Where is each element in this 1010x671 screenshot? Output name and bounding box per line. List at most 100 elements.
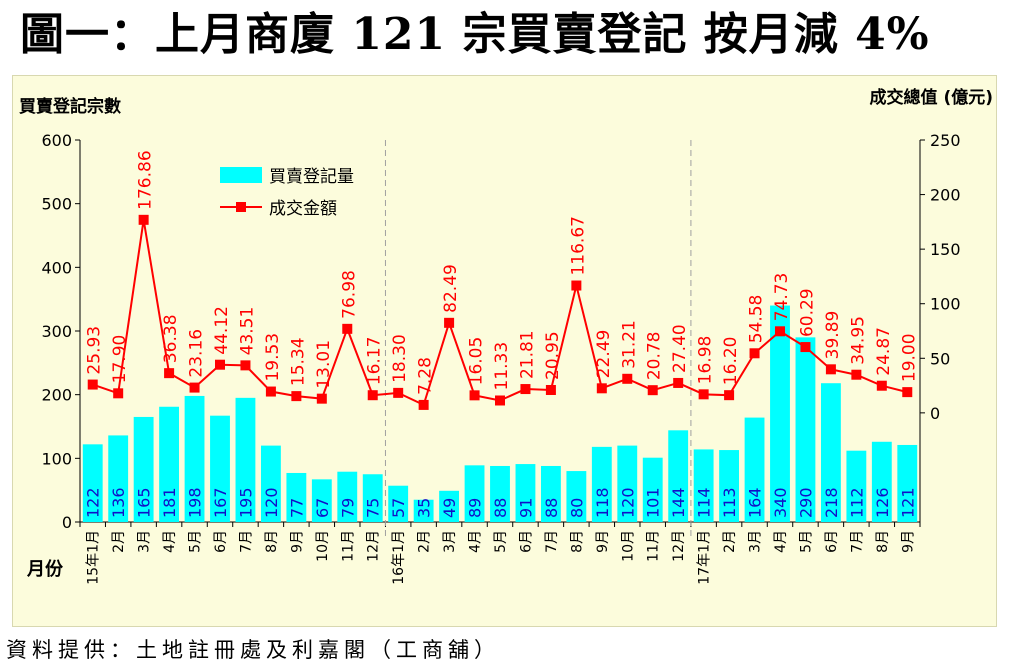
x-tick-label: 8月 [264,530,280,553]
y-left-tick-label: 300 [41,322,72,341]
bar-32 [871,441,892,522]
y-left-tick-label: 500 [41,195,72,214]
bar-value-label: 80 [567,498,586,518]
line-marker-32 [876,380,887,391]
bar-15 [439,490,460,522]
chart-panel: 0 100 200 300 400 500 600 0 50 100 150 200 250 122 13… [12,75,997,627]
line-marker-30 [825,364,836,375]
line-marker-18 [520,384,531,395]
bar-30 [820,383,841,522]
y-left-tick-label: 100 [41,449,72,468]
y-right-tick-label: 200 [930,186,961,205]
bar-25 [693,449,714,522]
line-marker-23 [647,385,658,396]
x-tick-label: 6月 [518,530,534,553]
line-marker-14 [418,399,429,410]
bar-14 [413,499,434,522]
bar-18 [515,464,536,522]
x-tick-label: 12月 [671,530,687,562]
bar-value-label: 181 [160,487,179,518]
line-marker-15 [444,317,455,328]
bar-3 [133,416,154,522]
line-value-label: 74.73 [772,273,792,322]
bar-21 [591,446,612,522]
line-value-label: 20.95 [543,331,563,380]
x-tick-label: 5月 [493,530,509,553]
line-value-label: 15.34 [288,337,308,386]
bar-value-label: 218 [822,487,841,518]
x-tick-label: 2月 [111,530,127,553]
y-left-tick-label: 0 [62,513,72,532]
y-right-tick-label: 250 [930,131,961,150]
x-tick-label: 11月 [340,530,356,562]
line-marker-2 [113,388,124,399]
bar-value-label: 91 [516,498,535,518]
y-right-tick-label: 150 [930,240,961,259]
line-value-label: 7.28 [416,357,436,395]
line-marker-8 [265,386,276,397]
line-value-label: 27.40 [670,324,690,373]
x-tick-label: 15年1月 [86,530,102,585]
line-value-label: 19.53 [263,333,283,382]
x-tick-label: 5月 [188,530,204,553]
line-value-label: 24.87 [874,327,894,376]
bar-value-label: 101 [644,487,663,518]
x-tick-label: 2月 [722,530,738,553]
bar-value-label: 113 [720,487,739,518]
bar-4 [159,406,180,522]
y-left-tick-label: 400 [41,258,72,277]
x-tick-label: 3月 [442,530,458,553]
line-marker-31 [851,369,862,380]
line-marker-21 [596,383,607,394]
x-tick-label: 7月 [849,530,865,553]
x-tick-label: 9月 [900,530,916,553]
legend-line-marker [236,202,246,212]
bar-12 [362,474,383,522]
x-tick-label: 7月 [544,530,560,553]
line-marker-33 [902,387,913,398]
line-value-label: 44.12 [212,306,232,355]
bar-value-label: 88 [542,498,561,518]
y-right-tick-label: 50 [930,349,950,368]
line-value-label: 19.00 [899,333,919,382]
bar-value-label: 290 [796,487,815,518]
line-marker-11 [342,323,353,334]
y-right-tick-label: 100 [930,295,961,314]
source-note: 資料提供：土地註冊處及利嘉閣（工商舖） [6,638,500,662]
x-tick-label: 11月 [646,530,662,562]
x-tick-label: 8月 [569,530,585,553]
bar-value-label: 49 [440,498,459,518]
line-marker-12 [367,390,378,401]
line-marker-24 [673,377,684,388]
line-marker-13 [393,387,404,398]
x-tick-label: 10月 [315,530,331,562]
bar-value-label: 118 [593,487,612,518]
line-value-label: 43.51 [237,307,257,356]
line-marker-17 [495,395,505,406]
line-marker-26 [724,390,735,401]
x-tick-label: 17年1月 [697,530,713,585]
x-tick-label: 6月 [824,530,840,553]
bar-16 [464,465,485,522]
x-tick-label: 3月 [748,530,764,553]
bar-2 [108,435,129,522]
line-value-label: 16.98 [696,336,716,385]
bar-value-label: 35 [415,498,434,518]
line-value-label: 176.86 [136,150,156,209]
line-marker-20 [571,280,582,291]
bar-value-label: 167 [211,487,230,518]
line-marker-28 [775,326,785,337]
bar-value-label: 121 [898,487,917,518]
x-tick-label: 9月 [289,530,305,553]
line-value-label: 76.98 [339,270,359,319]
line-value-label: 36.38 [161,314,181,363]
line-marker-29 [800,342,811,353]
x-tick-label: 7月 [238,530,254,553]
bar-20 [566,471,587,522]
line-value-label: 11.33 [492,342,512,391]
line-marker-4 [164,368,175,379]
bar-value-label: 165 [135,487,154,518]
bar-29 [795,337,816,522]
legend-line-label: 成交金額 [269,199,337,219]
y-left-title: 買賣登記宗數 [19,96,121,117]
